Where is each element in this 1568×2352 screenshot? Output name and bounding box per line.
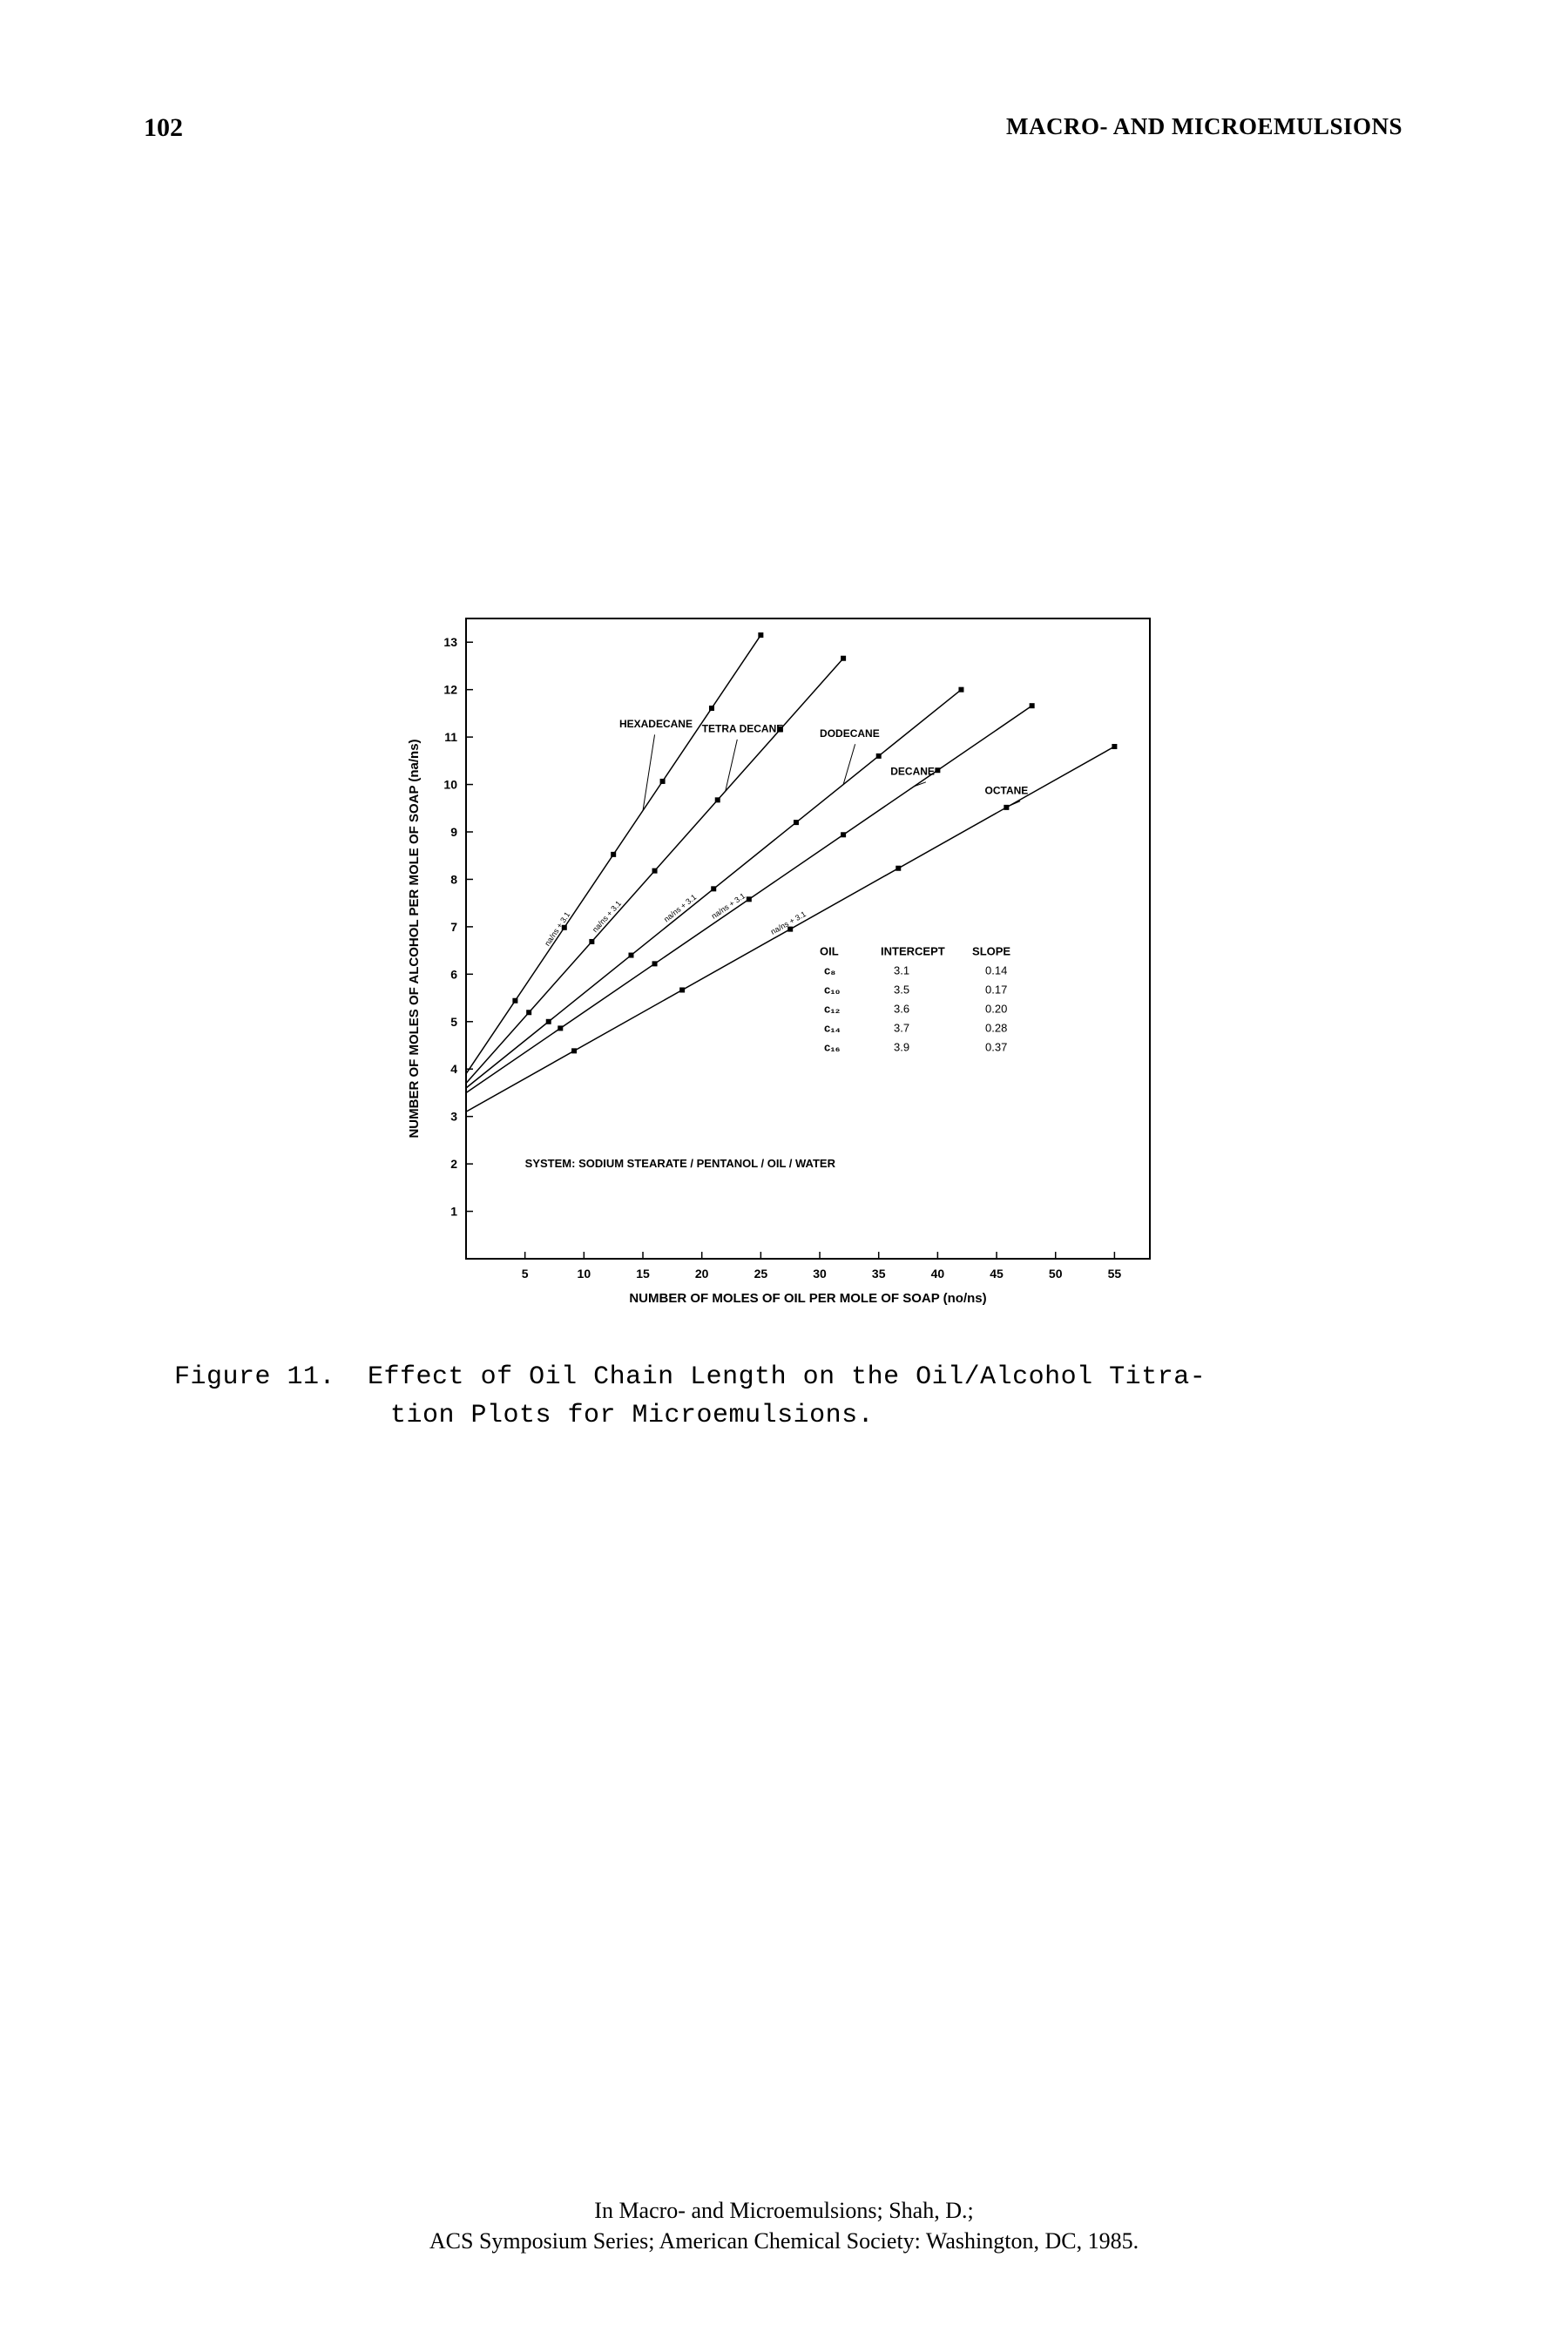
svg-text:10: 10 [578, 1267, 591, 1281]
running-head: MACRO- AND MICROEMULSIONS [1006, 113, 1402, 140]
svg-text:4: 4 [450, 1062, 457, 1076]
svg-text:3.6: 3.6 [894, 1003, 909, 1016]
svg-text:40: 40 [931, 1267, 945, 1281]
figure-11-chart: 51015202530354045505512345678910111213NU… [366, 601, 1185, 1337]
svg-text:5: 5 [450, 1015, 457, 1029]
svg-text:c₁₂: c₁₂ [824, 1003, 841, 1016]
svg-text:8: 8 [450, 872, 457, 886]
svg-text:OCTANE: OCTANE [985, 784, 1029, 796]
svg-text:OIL: OIL [820, 945, 839, 958]
svg-text:6: 6 [450, 967, 457, 981]
svg-text:3.1: 3.1 [894, 964, 909, 977]
page-number: 102 [144, 113, 183, 143]
svg-text:NUMBER OF MOLES OF ALCOHOL PER: NUMBER OF MOLES OF ALCOHOL PER MOLE OF S… [407, 739, 422, 1138]
svg-text:25: 25 [754, 1267, 768, 1281]
svg-text:12: 12 [443, 683, 457, 697]
svg-text:DODECANE: DODECANE [820, 727, 880, 740]
svg-text:c₁₀: c₁₀ [824, 983, 841, 997]
caption-label: Figure 11. [174, 1362, 335, 1392]
svg-text:5: 5 [522, 1267, 529, 1281]
figure-caption: Figure 11. Effect of Oil Chain Length on… [174, 1359, 1402, 1435]
svg-text:TETRA DECANE: TETRA DECANE [702, 723, 784, 735]
svg-text:c₁₆: c₁₆ [824, 1041, 841, 1054]
svg-text:2: 2 [450, 1157, 457, 1171]
svg-text:0.20: 0.20 [985, 1003, 1007, 1016]
svg-text:0.14: 0.14 [985, 964, 1007, 977]
svg-text:30: 30 [813, 1267, 827, 1281]
svg-text:35: 35 [872, 1267, 886, 1281]
svg-text:3: 3 [450, 1110, 457, 1124]
svg-text:55: 55 [1108, 1267, 1122, 1281]
svg-text:SYSTEM: SODIUM STEARATE / PENT: SYSTEM: SODIUM STEARATE / PENTANOL / OIL… [525, 1157, 836, 1170]
svg-text:45: 45 [990, 1267, 1004, 1281]
svg-text:DECANE: DECANE [890, 766, 935, 778]
svg-text:0.28: 0.28 [985, 1022, 1007, 1035]
svg-text:9: 9 [450, 825, 457, 839]
svg-text:NUMBER OF MOLES OF OIL PER MOL: NUMBER OF MOLES OF OIL PER MOLE OF SOAP … [629, 1291, 986, 1306]
svg-text:10: 10 [443, 778, 457, 792]
svg-text:0.37: 0.37 [985, 1041, 1007, 1054]
footer-line-1: In Macro- and Microemulsions; Shah, D.; [0, 2195, 1568, 2226]
svg-text:INTERCEPT: INTERCEPT [881, 945, 945, 958]
svg-text:c₁₄: c₁₄ [824, 1022, 841, 1035]
page-footer: In Macro- and Microemulsions; Shah, D.; … [0, 2195, 1568, 2256]
svg-text:7: 7 [450, 920, 457, 934]
svg-text:3.5: 3.5 [894, 983, 909, 997]
svg-text:11: 11 [444, 730, 457, 744]
svg-text:13: 13 [443, 635, 457, 649]
svg-text:20: 20 [695, 1267, 709, 1281]
svg-text:50: 50 [1049, 1267, 1063, 1281]
svg-text:3.7: 3.7 [894, 1022, 909, 1035]
caption-line2: tion Plots for Microemulsions. [390, 1401, 874, 1430]
footer-line-2: ACS Symposium Series; American Chemical … [0, 2226, 1568, 2256]
caption-line1: Effect of Oil Chain Length on the Oil/Al… [368, 1362, 1206, 1392]
svg-text:SLOPE: SLOPE [972, 945, 1010, 958]
svg-text:3.9: 3.9 [894, 1041, 909, 1054]
svg-text:c₈: c₈ [824, 964, 835, 977]
chart-svg: 51015202530354045505512345678910111213NU… [366, 601, 1185, 1333]
svg-text:1: 1 [450, 1205, 457, 1219]
svg-text:0.17: 0.17 [985, 983, 1007, 997]
svg-text:15: 15 [636, 1267, 650, 1281]
svg-text:HEXADECANE: HEXADECANE [619, 718, 693, 730]
